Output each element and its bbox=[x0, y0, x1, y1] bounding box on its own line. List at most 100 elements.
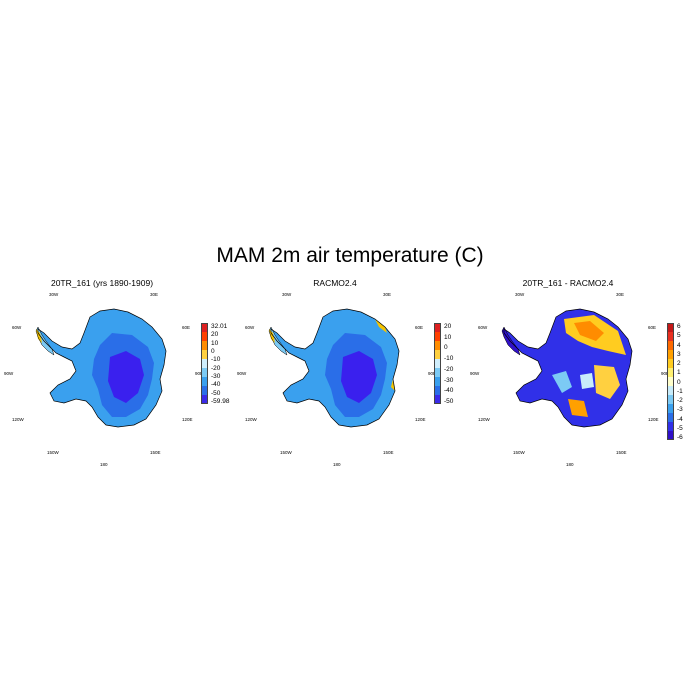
lon-label-150w: 150W bbox=[513, 450, 525, 455]
colorbar-label: 5 bbox=[677, 332, 681, 340]
coastline bbox=[270, 308, 400, 428]
panel-title: 20TR_161 (yrs 1890-1909) bbox=[50, 278, 154, 288]
antarctica-map bbox=[35, 308, 167, 428]
coastal-warm-strip bbox=[36, 329, 42, 343]
colorbar-swatch bbox=[201, 359, 208, 368]
colorbar-label: 3 bbox=[677, 350, 681, 358]
colorbar-label: -50 bbox=[444, 398, 454, 405]
colorbar-label: -5 bbox=[677, 424, 683, 432]
coastline bbox=[37, 308, 167, 428]
lon-label-60e: 60E bbox=[182, 325, 191, 330]
colorbar-label: 20 bbox=[444, 323, 452, 330]
lon-label-60e: 60E bbox=[648, 325, 657, 330]
colorbar-label: -6 bbox=[677, 434, 683, 441]
lon-label-90e: 90E bbox=[428, 371, 437, 376]
map-panel-difference: 20TR_161 - RACMO2.4 30W 30E 60W 60E 90W … bbox=[468, 275, 698, 475]
colorbar-swatch bbox=[201, 341, 208, 350]
peninsula-fill bbox=[502, 327, 520, 355]
colorbar-swatch bbox=[201, 323, 208, 332]
colorbar-label: -4 bbox=[677, 415, 683, 423]
figure-title: MAM 2m air temperature (C) bbox=[216, 244, 484, 267]
colorbar-label: -1 bbox=[677, 387, 683, 395]
lon-label-90e: 90E bbox=[195, 371, 204, 376]
lon-label-60w: 60W bbox=[478, 325, 488, 330]
lon-label-150w: 150W bbox=[47, 450, 59, 455]
lon-label-30e: 30E bbox=[150, 292, 159, 297]
lon-label-90w: 90W bbox=[237, 371, 247, 376]
map-panel-racmo: RACMO2.4 30W 30E 60W 60E 90W 90E 120W 12… bbox=[235, 275, 465, 475]
lon-label-150w: 150W bbox=[280, 450, 292, 455]
lon-label-90w: 90W bbox=[470, 371, 480, 376]
colorbar-swatch bbox=[667, 350, 674, 359]
panel-title: RACMO2.4 bbox=[313, 278, 357, 288]
lon-label-30w: 30W bbox=[49, 292, 59, 297]
antarctica-map bbox=[501, 308, 633, 428]
lon-label-90e: 90E bbox=[661, 371, 670, 376]
colorbar-swatch bbox=[667, 422, 674, 431]
colorbar-swatch bbox=[434, 359, 441, 368]
peninsula-fill bbox=[269, 327, 287, 355]
lon-label-150e: 150E bbox=[383, 450, 394, 455]
colorbar-swatch bbox=[201, 386, 208, 395]
peninsula-coastline bbox=[35, 326, 55, 356]
colorbar-label: 32.01 bbox=[211, 323, 228, 330]
colorbar-swatch bbox=[201, 368, 208, 377]
panel-title: 20TR_161 - RACMO2.4 bbox=[522, 278, 614, 288]
colorbar-label: 4 bbox=[677, 341, 681, 349]
colorbar-label: 1 bbox=[677, 369, 681, 377]
colorbar-swatch bbox=[667, 431, 674, 440]
coastal-warm-strip bbox=[269, 329, 275, 343]
colorbar-swatch bbox=[434, 323, 441, 332]
lon-label-30e: 30E bbox=[383, 292, 392, 297]
colorbar-swatch bbox=[434, 395, 441, 404]
colorbar bbox=[667, 323, 674, 440]
colorbar-label: -59.98 bbox=[211, 398, 230, 405]
colorbar-label: -40 bbox=[211, 381, 221, 389]
colorbar-label: -30 bbox=[444, 376, 454, 384]
colorbar-swatch bbox=[434, 368, 441, 377]
colorbar-label: -40 bbox=[444, 387, 454, 395]
colorbar-swatch bbox=[667, 332, 674, 341]
coastal-warm-strip-se bbox=[391, 379, 395, 391]
antarctica-map bbox=[268, 308, 400, 428]
lon-label-120w: 120W bbox=[478, 417, 490, 422]
colorbar bbox=[201, 323, 208, 404]
colorbar-swatch bbox=[667, 413, 674, 422]
colorbar-label: 0 bbox=[211, 348, 215, 355]
colorbar-swatch bbox=[667, 395, 674, 404]
colorbar-label: -3 bbox=[677, 406, 683, 414]
lat-label-180: 180 bbox=[333, 462, 341, 467]
colorbar-label: -10 bbox=[211, 356, 221, 364]
cool-anomaly-region bbox=[552, 371, 572, 393]
colorbar-swatch bbox=[667, 359, 674, 368]
warm-anomaly-east bbox=[594, 365, 620, 399]
colorbar-swatch bbox=[667, 377, 674, 386]
lon-label-60w: 60W bbox=[12, 325, 22, 330]
colorbar-swatch bbox=[201, 332, 208, 341]
lon-label-60w: 60W bbox=[245, 325, 255, 330]
peninsula-fill bbox=[36, 327, 54, 355]
colorbar-swatch bbox=[434, 341, 441, 350]
colorbar-label: -20 bbox=[444, 365, 454, 373]
lon-label-120w: 120W bbox=[12, 417, 24, 422]
lon-label-150e: 150E bbox=[616, 450, 627, 455]
colorbar-label: 10 bbox=[211, 339, 219, 347]
lon-label-30w: 30W bbox=[515, 292, 525, 297]
lat-label-180: 180 bbox=[566, 462, 574, 467]
colorbar-swatch bbox=[201, 350, 208, 359]
colorbar-swatch bbox=[201, 377, 208, 386]
interior-fill bbox=[108, 351, 144, 403]
warm-anomaly-south bbox=[568, 399, 588, 417]
lon-label-120w: 120W bbox=[245, 417, 257, 422]
colorbar-label: -30 bbox=[211, 373, 221, 380]
colorbar-label: 20 bbox=[211, 331, 219, 339]
colorbar-swatch bbox=[434, 386, 441, 395]
coastline bbox=[503, 308, 633, 428]
colorbar-swatch bbox=[201, 395, 208, 404]
interior-fill bbox=[341, 351, 377, 403]
coastal-warm-strip-east bbox=[375, 319, 387, 333]
colorbar-label: -2 bbox=[677, 397, 683, 404]
warm-anomaly-core bbox=[574, 321, 604, 341]
colorbar-label: 2 bbox=[677, 360, 681, 367]
peninsula-coastline bbox=[268, 326, 288, 356]
